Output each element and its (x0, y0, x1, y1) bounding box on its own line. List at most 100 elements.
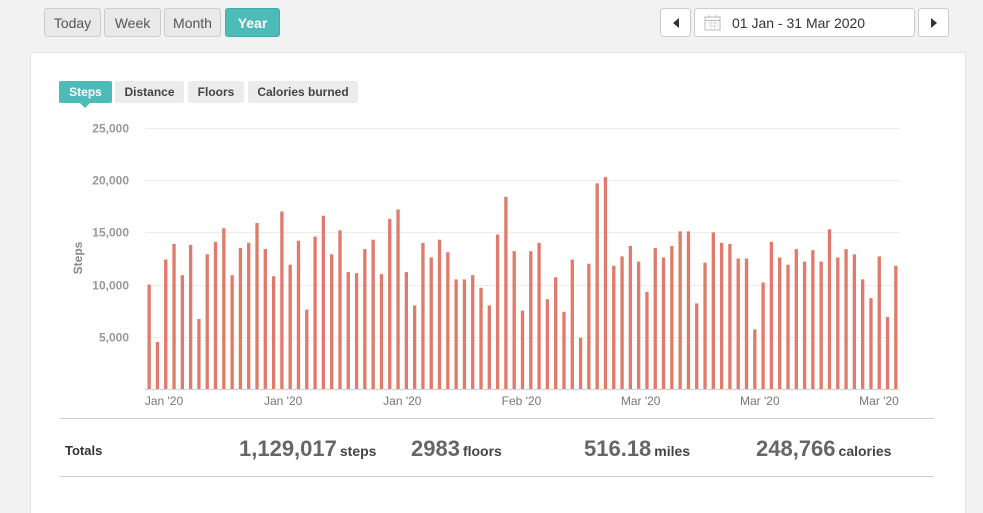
bar (778, 257, 782, 389)
bar (761, 282, 765, 389)
bar (636, 261, 641, 389)
bar (744, 258, 749, 389)
bar (305, 309, 309, 389)
total-miles-value: 516.18 (584, 436, 652, 461)
total-floors-value: 2983 (411, 436, 460, 461)
total-miles-unit: miles (654, 443, 691, 459)
bar (338, 230, 342, 389)
bar (346, 272, 350, 389)
bar (769, 241, 774, 389)
bar (819, 261, 823, 389)
bar (462, 279, 467, 389)
bar (271, 276, 276, 389)
tab-distance[interactable]: Distance (115, 81, 184, 103)
total-calories: 248,766 calories (756, 436, 891, 462)
bar (404, 272, 409, 389)
date-range-text: 01 Jan - 31 Mar 2020 (732, 14, 866, 31)
x-tick-label: Jan '20 (145, 394, 184, 408)
x-tick-label: Mar '20 (859, 394, 899, 408)
bar (736, 258, 740, 389)
bar (371, 239, 375, 389)
total-steps-value: 1,129,017 (239, 436, 337, 461)
tab-steps[interactable]: Steps (59, 81, 112, 103)
bar (894, 265, 898, 389)
bar (238, 248, 243, 389)
bar (811, 250, 815, 389)
prev-period-button[interactable] (660, 8, 691, 37)
x-tick-label: Mar '20 (621, 394, 661, 408)
total-floors-unit: floors (462, 443, 502, 459)
bar (255, 223, 259, 389)
total-calories-value: 248,766 (756, 436, 836, 461)
calendar-icon (704, 14, 721, 30)
bar (437, 239, 442, 389)
bar (844, 249, 848, 389)
y-tick-label: 15,000 (92, 226, 129, 240)
caret-left-icon (672, 17, 679, 28)
bar (728, 243, 732, 389)
bar (703, 262, 707, 389)
bar (222, 228, 226, 389)
bar (288, 264, 292, 389)
bar (263, 249, 267, 389)
today-button[interactable]: Today (44, 8, 101, 37)
month-button[interactable]: Month (164, 8, 221, 37)
week-button[interactable]: Week (104, 8, 161, 37)
tab-floors[interactable]: Floors (188, 81, 244, 103)
bar (454, 279, 458, 389)
total-floors: 2983 floors (411, 436, 502, 462)
bar (164, 259, 168, 389)
total-miles: 516.18 miles (584, 436, 690, 462)
bar (578, 337, 583, 389)
bar (155, 342, 160, 389)
bar (620, 256, 624, 389)
bar (670, 245, 674, 389)
bar (802, 261, 807, 389)
y-axis-label: Steps (71, 241, 85, 274)
bar (412, 305, 417, 389)
bar (661, 257, 666, 389)
y-tick-label: 25,000 (92, 122, 129, 136)
x-tick-label: Jan '20 (264, 394, 303, 408)
tab-calories-burned[interactable]: Calories burned (248, 81, 358, 103)
bar (554, 277, 558, 389)
bar (321, 215, 326, 389)
bar (786, 264, 790, 389)
bar (421, 242, 425, 389)
bar (836, 257, 840, 389)
bar (396, 209, 400, 389)
bar (678, 231, 682, 389)
bar (869, 298, 873, 389)
bar (313, 236, 317, 389)
bar (471, 275, 475, 389)
x-tick-label: Mar '20 (740, 394, 780, 408)
totals-label: Totals (65, 443, 103, 458)
bar (695, 303, 699, 389)
bar (520, 310, 525, 389)
bar (686, 231, 691, 389)
bar (247, 242, 251, 389)
year-button[interactable]: Year (225, 8, 280, 37)
bar (628, 245, 633, 389)
bar (645, 291, 649, 389)
y-tick-label: 10,000 (92, 279, 129, 293)
bar (852, 254, 857, 389)
bar (595, 183, 599, 389)
bar (388, 218, 392, 389)
steps-bar-chart: 5,000 10,000 15,000 20,000 25,000 Steps Jan '2… (71, 122, 900, 408)
bar (296, 240, 301, 389)
bar (711, 232, 715, 389)
bar (230, 275, 234, 389)
totals-bottom-divider (60, 476, 934, 477)
bar (587, 263, 591, 389)
x-tick-label: Jan '20 (383, 394, 422, 408)
date-range-picker[interactable]: 01 Jan - 31 Mar 2020 (694, 8, 915, 37)
bar (504, 196, 508, 389)
bar (877, 256, 881, 389)
active-tab-caret (80, 103, 90, 108)
bar (570, 259, 574, 389)
y-tick-label: 5,000 (99, 331, 129, 345)
bar (429, 257, 433, 389)
bar (205, 254, 209, 389)
next-period-button[interactable] (918, 8, 949, 37)
